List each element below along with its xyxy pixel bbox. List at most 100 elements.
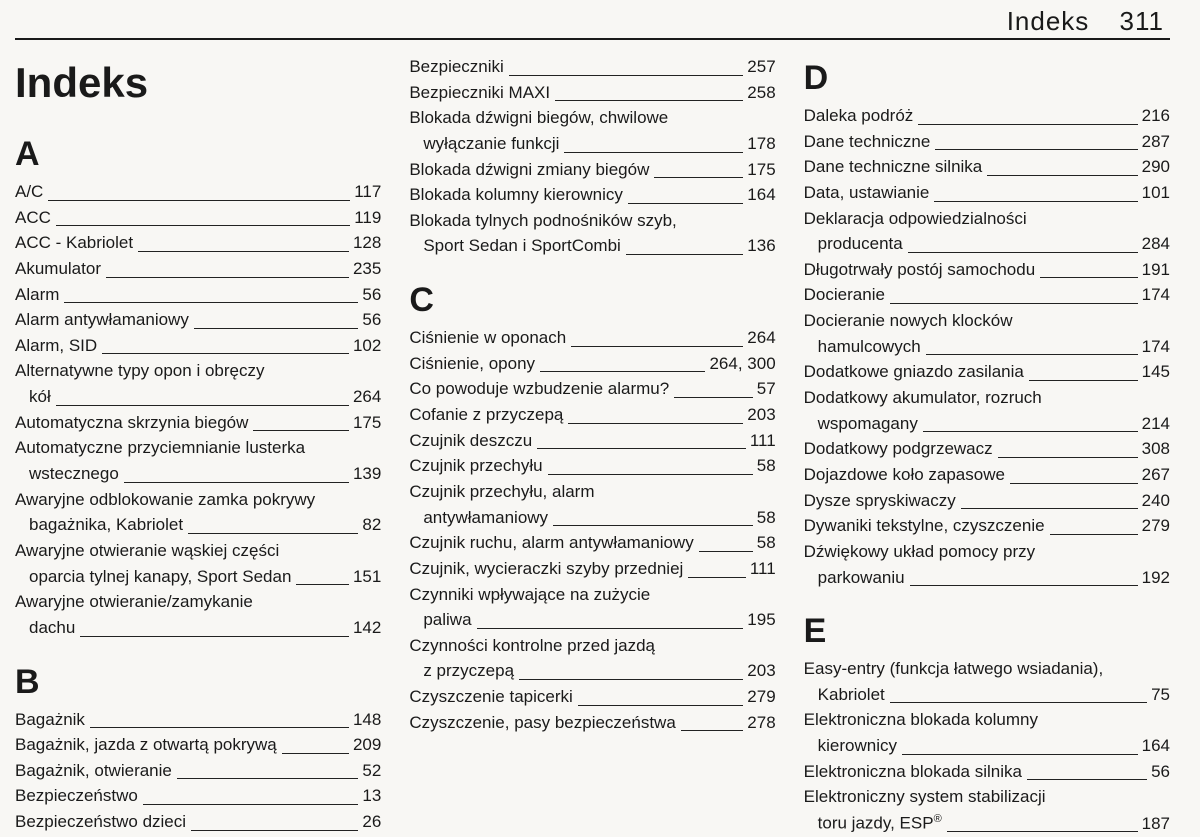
index-entry-label: Czyszczenie, pasy bezpieczeństwa bbox=[409, 711, 675, 736]
leader-line bbox=[1010, 483, 1138, 484]
index-entry: paliwa 195 bbox=[409, 608, 775, 633]
index-entry-label: Akumulator bbox=[15, 257, 101, 282]
index-entry-line: Awaryjne otwieranie wąskiej części bbox=[15, 539, 381, 564]
leader-line bbox=[961, 508, 1138, 509]
index-entry-label: Dodatkowe gniazdo zasilania bbox=[804, 360, 1024, 385]
leader-line bbox=[1050, 534, 1138, 535]
index-entry-page: 235 bbox=[353, 257, 381, 282]
leader-line bbox=[519, 679, 743, 680]
index-entry: Bezpieczeństwo13 bbox=[15, 784, 381, 809]
index-entry-label: producenta bbox=[804, 232, 903, 257]
leader-line bbox=[553, 525, 753, 526]
index-entry-page: 290 bbox=[1142, 155, 1170, 180]
index-entry-page: 209 bbox=[353, 733, 381, 758]
index-entry-page: 58 bbox=[757, 506, 776, 531]
index-entry-label: Daleka podróż bbox=[804, 104, 914, 129]
leader-line bbox=[48, 200, 350, 201]
leader-line bbox=[64, 302, 358, 303]
index-entry-line: Alternatywne typy opon i obręczy bbox=[15, 359, 381, 384]
page-header: Indeks 311 bbox=[1007, 6, 1164, 37]
index-entry-page: 119 bbox=[354, 206, 381, 231]
index-entry-page: 203 bbox=[747, 659, 775, 684]
index-entry: Ciśnienie w oponach264 bbox=[409, 326, 775, 351]
index-entry-line: Awaryjne otwieranie/zamykanie bbox=[15, 590, 381, 615]
index-entry-label: Dane techniczne bbox=[804, 130, 931, 155]
leader-line bbox=[282, 753, 349, 754]
index-entry-label: oparcia tylnej kanapy, Sport Sedan bbox=[15, 565, 291, 590]
index-entry-label: toru jazdy, ESP® bbox=[804, 811, 942, 836]
index-entry-label: Bagażnik, jazda z otwartą pokrywą bbox=[15, 733, 277, 758]
leader-line bbox=[908, 252, 1138, 253]
index-entry-label: antywłamaniowy bbox=[409, 506, 548, 531]
leader-line bbox=[194, 328, 359, 329]
leader-line bbox=[555, 100, 743, 101]
leader-line bbox=[477, 628, 744, 629]
index-entry: Dodatkowe gniazdo zasilania 145 bbox=[804, 360, 1170, 385]
leader-line bbox=[1040, 277, 1137, 278]
index-entry: z przyczepą 203 bbox=[409, 659, 775, 684]
index-entry: Dywaniki tekstylne, czyszczenie279 bbox=[804, 514, 1170, 539]
header-rule bbox=[15, 38, 1170, 40]
index-entry: A/C117 bbox=[15, 180, 381, 205]
index-entry-label: Bagażnik bbox=[15, 708, 85, 733]
leader-line bbox=[923, 431, 1138, 432]
index-entry-label: Co powoduje wzbudzenie alarmu? bbox=[409, 377, 669, 402]
leader-line bbox=[253, 430, 349, 431]
index-entry-line: Czujnik przechyłu, alarm bbox=[409, 480, 775, 505]
index-entry-label: Data, ustawianie bbox=[804, 181, 930, 206]
index-entry: Dodatkowy podgrzewacz308 bbox=[804, 437, 1170, 462]
index-entry-line: Easy-entry (funkcja łatwego wsiadania), bbox=[804, 657, 1170, 682]
index-entry-label: Ciśnienie w oponach bbox=[409, 326, 566, 351]
index-entry: wstecznego139 bbox=[15, 462, 381, 487]
index-entry-line: Awaryjne odblokowanie zamka pokrywy bbox=[15, 488, 381, 513]
index-entry-label: Bezpieczniki MAXI bbox=[409, 81, 550, 106]
index-entry-page: 284 bbox=[1142, 232, 1170, 257]
index-entry-line: Czynniki wpływające na zużycie bbox=[409, 583, 775, 608]
index-entry-page: 257 bbox=[747, 55, 775, 80]
index-entry-label: Alarm antywłamaniowy bbox=[15, 308, 189, 333]
index-entry: Sport Sedan i SportCombi136 bbox=[409, 234, 775, 259]
index-entry-page: 145 bbox=[1142, 360, 1170, 385]
index-entry-label: Dane techniczne silnika bbox=[804, 155, 983, 180]
leader-line bbox=[80, 636, 349, 637]
index-entry-label: Dywaniki tekstylne, czyszczenie bbox=[804, 514, 1045, 539]
index-entry: Czyszczenie tapicerki279 bbox=[409, 685, 775, 710]
index-entry-label: Dodatkowy podgrzewacz bbox=[804, 437, 993, 462]
index-entry-label: Cofanie z przyczepą bbox=[409, 403, 563, 428]
index-entry-label: Alarm bbox=[15, 283, 59, 308]
index-entry-page: 216 bbox=[1142, 104, 1170, 129]
section-letter: B bbox=[15, 663, 381, 702]
index-entry: Blokada dźwigni zmiany biegów 175 bbox=[409, 158, 775, 183]
index-entry-label: Bagażnik, otwieranie bbox=[15, 759, 172, 784]
index-entry: Czujnik przechyłu58 bbox=[409, 454, 775, 479]
index-entry-label: Blokada kolumny kierownicy bbox=[409, 183, 623, 208]
index-entry-page: 75 bbox=[1151, 683, 1170, 708]
index-columns: Indeks AA/C117ACC119ACC - Kabriolet128Ak… bbox=[15, 55, 1170, 837]
index-entry-label: Blokada dźwigni zmiany biegów bbox=[409, 158, 649, 183]
index-entry-page: 175 bbox=[747, 158, 775, 183]
index-entry-line: Blokada tylnych podnośników szyb, bbox=[409, 209, 775, 234]
index-entry-page: 195 bbox=[747, 608, 775, 633]
index-entry-line: Deklaracja odpowiedzialności bbox=[804, 207, 1170, 232]
leader-line bbox=[947, 831, 1138, 832]
index-entry-page: 191 bbox=[1142, 258, 1170, 283]
leader-line bbox=[935, 149, 1137, 150]
index-entry: producenta 284 bbox=[804, 232, 1170, 257]
index-entry-label: paliwa bbox=[409, 608, 471, 633]
index-entry-page: 26 bbox=[362, 810, 381, 835]
index-entry-page: 264, 300 bbox=[709, 352, 775, 377]
leader-line bbox=[56, 405, 349, 406]
leader-line bbox=[143, 804, 359, 805]
index-entry-line: Elektroniczna blokada kolumny bbox=[804, 708, 1170, 733]
leader-line bbox=[578, 705, 744, 706]
index-entry-label: z przyczepą bbox=[409, 659, 514, 684]
leader-line bbox=[56, 225, 350, 226]
index-entry: Elektroniczna blokada silnika56 bbox=[804, 760, 1170, 785]
index-entry: Bagażnik, otwieranie52 bbox=[15, 759, 381, 784]
index-entry: Długotrwały postój samochodu191 bbox=[804, 258, 1170, 283]
index-entry-page: 240 bbox=[1142, 489, 1170, 514]
section-letter: A bbox=[15, 135, 381, 174]
index-entry-page: 164 bbox=[1142, 734, 1170, 759]
leader-line bbox=[688, 577, 746, 578]
index-entry-line: Czynności kontrolne przed jazdą bbox=[409, 634, 775, 659]
